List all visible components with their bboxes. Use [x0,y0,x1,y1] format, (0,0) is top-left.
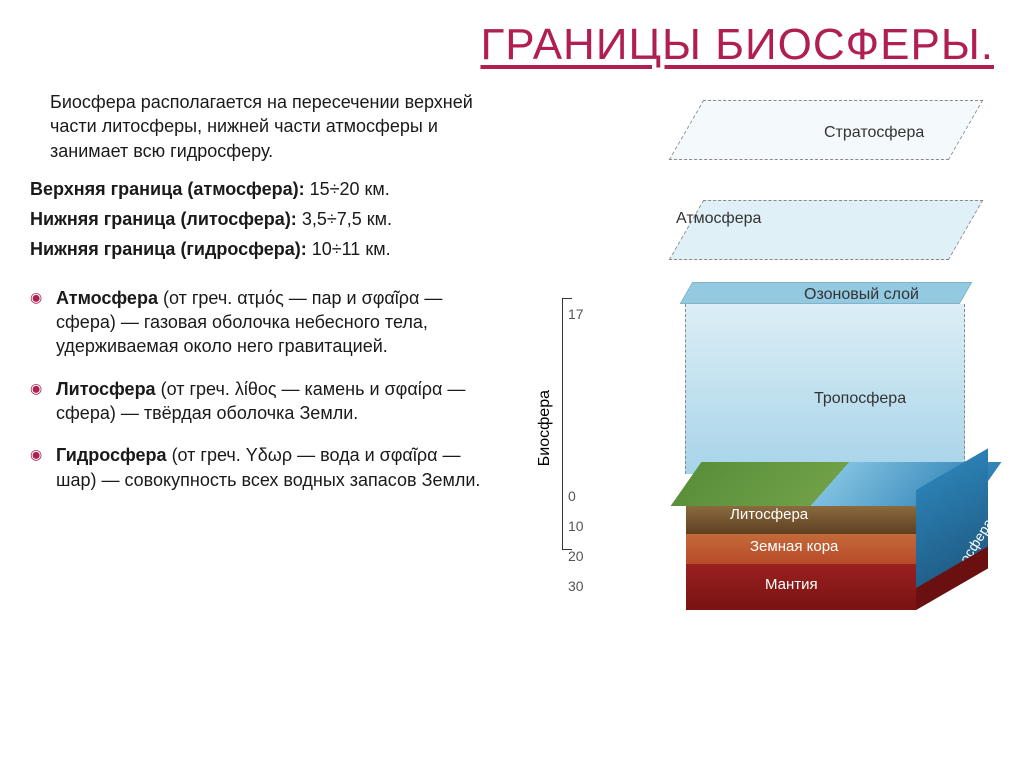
spacer [30,268,504,286]
boundary-upper-value: 15÷20 км. [310,179,390,199]
label-mantle: Мантия [765,576,818,593]
definition-list: Атмосфера (от греч. ατμός — пар и σφαῖρα… [30,286,504,492]
label-atmosphere: Атмосфера [676,210,761,228]
content-row: Биосфера располагается на пересечении ве… [30,90,994,650]
boundary-litho-value: 3,5÷7,5 км. [302,209,392,229]
label-ozone: Озоновый слой [804,286,919,304]
def-lithosphere: Литосфера (от греч. λίθος — камень и σφα… [30,377,504,426]
tick-17: 17 [568,306,584,322]
def-term: Литосфера [56,379,156,399]
plane-atmo [669,200,984,260]
label-troposphere: Тропосфера [814,390,906,408]
label-stratosphere: Стратосфера [824,124,924,142]
boundary-litho: Нижняя граница (литосфера): 3,5÷7,5 км. [30,207,504,231]
label-lithosphere: Литосфера [730,506,808,523]
diagram-column: Биосфера 17 0 10 20 30 Стратосфера Атмос… [524,90,994,650]
text-column: Биосфера располагается на пересечении ве… [30,90,504,650]
ground-block: Литосфера Земная кора Мантия Гидросфера [710,490,1000,640]
boundary-upper-label: Верхняя граница (атмосфера): [30,179,305,199]
def-term: Атмосфера [56,288,158,308]
biosphere-axis-label: Биосфера [536,390,554,466]
slide-title: ГРАНИЦЫ БИОСФЕРЫ. [30,20,994,70]
tick-0: 0 [568,488,576,504]
label-crust: Земная кора [750,538,838,555]
biosphere-diagram: Биосфера 17 0 10 20 30 Стратосфера Атмос… [524,90,994,650]
boundary-hydro-value: 10÷11 км. [312,239,391,259]
tick-30: 30 [568,578,584,594]
def-atmosphere: Атмосфера (от греч. ατμός — пар и σφαῖρα… [30,286,504,359]
boundary-hydro-label: Нижняя граница (гидросфера): [30,239,307,259]
biosphere-bracket [562,298,572,550]
def-body: — твёрдая оболочка Земли. [116,403,358,423]
def-hydrosphere: Гидросфера (от греч. Yδωρ — вода и σφαῖρ… [30,443,504,492]
iso-stack: Стратосфера Атмосфера Озоновый слой Троп… [614,90,994,650]
boundary-hydro: Нижняя граница (гидросфера): 10÷11 км. [30,237,504,261]
tick-10: 10 [568,518,584,534]
boundary-upper: Верхняя граница (атмосфера): 15÷20 км. [30,177,504,201]
def-term: Гидросфера [56,445,167,465]
def-body: — совокупность всех водных запасов Земли… [96,470,480,490]
boundary-litho-label: Нижняя граница (литосфера): [30,209,297,229]
intro-text: Биосфера располагается на пересечении ве… [30,90,504,163]
tropo-fill [685,304,965,474]
slide: ГРАНИЦЫ БИОСФЕРЫ. Биосфера располагается… [0,0,1024,767]
tick-20: 20 [568,548,584,564]
